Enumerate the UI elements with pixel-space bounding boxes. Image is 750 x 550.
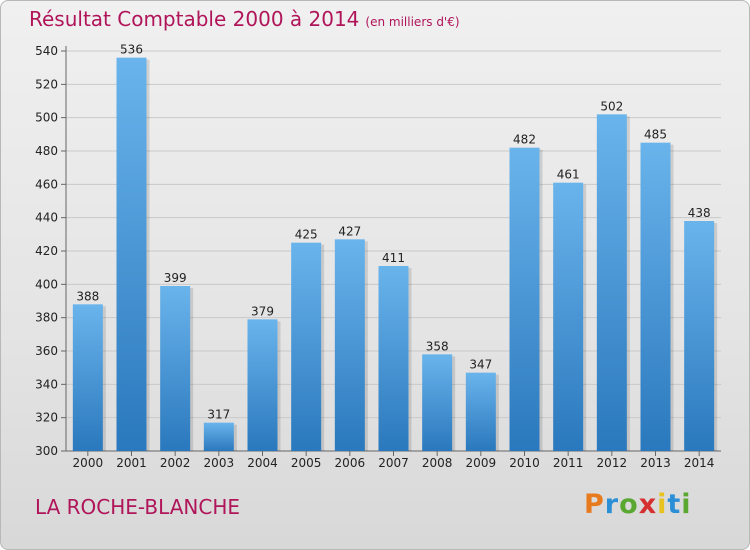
bar-layer — [72, 57, 718, 452]
data-label: 358 — [426, 339, 449, 353]
data-label: 485 — [644, 128, 667, 142]
logo-letter: o — [619, 489, 639, 520]
logo-letter: x — [638, 489, 658, 520]
x-tick-label: 2008 — [422, 456, 453, 470]
data-label: 411 — [382, 251, 405, 265]
data-label: 425 — [295, 228, 318, 242]
bar — [291, 242, 322, 451]
y-tick-label: 380 — [35, 311, 58, 325]
bar — [203, 422, 234, 451]
x-tick-label: 2009 — [466, 456, 497, 470]
y-tick-label: 420 — [35, 244, 58, 258]
data-label: 536 — [120, 43, 143, 57]
x-tick-label: 2005 — [291, 456, 322, 470]
bar — [465, 372, 496, 451]
bar — [596, 114, 627, 451]
y-tick-label: 480 — [35, 144, 58, 158]
data-label: 461 — [557, 168, 580, 182]
y-tick-label: 400 — [35, 277, 58, 291]
x-tick-label: 2014 — [684, 456, 715, 470]
y-tick-label: 540 — [35, 44, 58, 58]
bar — [116, 57, 147, 452]
proxiti-logo: Proxiti — [584, 489, 692, 520]
bar — [640, 142, 671, 451]
bar — [684, 221, 715, 451]
bar — [422, 354, 453, 451]
data-label: 427 — [338, 224, 361, 238]
chart-title-text: Résultat Comptable 2000 à 2014 — [29, 7, 360, 31]
bar — [334, 239, 365, 451]
chart-subtitle: (en milliers d'€) — [365, 15, 460, 29]
x-tick-label: 2010 — [509, 456, 540, 470]
logo-letter: P — [584, 489, 605, 520]
x-tick-label: 2001 — [116, 456, 147, 470]
x-tick-label: 2007 — [378, 456, 409, 470]
label-layer: 388 536 399 317 379 425 427 411 358 347 482 461 502 4… — [76, 43, 710, 422]
chart-title: Résultat Comptable 2000 à 2014 (en millie… — [29, 7, 460, 31]
data-label: 388 — [76, 289, 99, 303]
y-tick-label: 320 — [35, 411, 58, 425]
x-tick-label: 2003 — [204, 456, 235, 470]
data-label: 482 — [513, 133, 536, 147]
y-tick-label: 520 — [35, 77, 58, 91]
bar — [509, 147, 540, 451]
logo-letter: t — [667, 489, 682, 520]
x-tick-label: 2006 — [335, 456, 366, 470]
x-tick-label: 2013 — [640, 456, 671, 470]
bar — [378, 266, 409, 451]
x-tick-label: 2011 — [553, 456, 584, 470]
bar — [247, 319, 278, 451]
y-tick-label: 360 — [35, 344, 58, 358]
x-tick-label: 2002 — [160, 456, 191, 470]
y-tick-label: 440 — [35, 211, 58, 225]
location-name: LA ROCHE-BLANCHE — [35, 495, 241, 519]
data-label: 317 — [207, 408, 230, 422]
data-label: 347 — [469, 358, 492, 372]
y-tick-label: 340 — [35, 377, 58, 391]
x-tick-label: 2004 — [247, 456, 278, 470]
y-tick-label: 300 — [35, 444, 58, 458]
x-tick-label: 2000 — [73, 456, 104, 470]
logo-letter: i — [657, 489, 668, 520]
x-tick-label: 2012 — [597, 456, 628, 470]
data-label: 438 — [688, 206, 711, 220]
data-label: 399 — [164, 271, 187, 285]
data-label: 502 — [600, 99, 623, 113]
logo-letter: r — [604, 489, 620, 520]
logo-letter: i — [681, 489, 692, 520]
y-tick-label: 460 — [35, 177, 58, 191]
axis-layer: 300 320 340 360 380 400 420 440 460 480 500 520 540 2… — [35, 44, 721, 470]
data-label: 379 — [251, 304, 274, 318]
bar — [160, 286, 191, 451]
y-tick-label: 500 — [35, 111, 58, 125]
bar — [553, 182, 584, 451]
bar — [72, 304, 103, 451]
